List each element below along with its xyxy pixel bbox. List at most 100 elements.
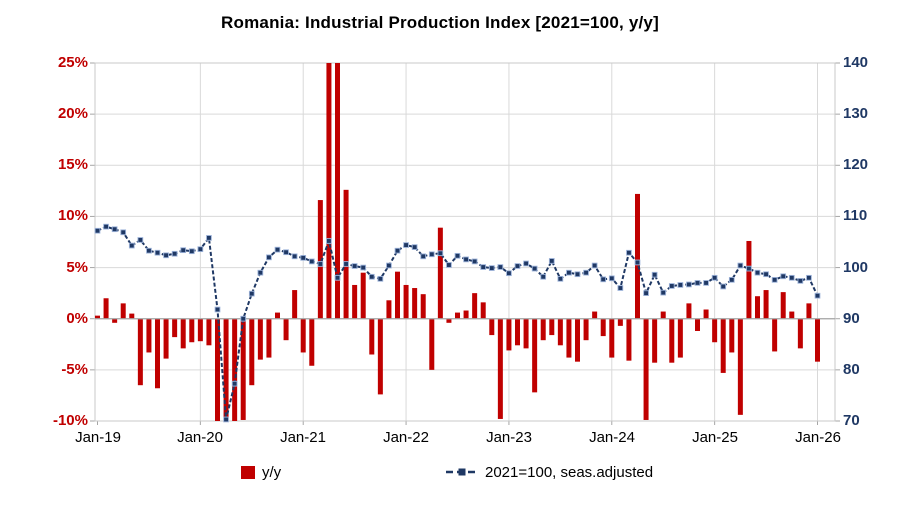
bar	[300, 318, 306, 353]
bar	[763, 290, 769, 319]
bar	[515, 318, 520, 346]
bar	[283, 318, 289, 341]
gridlines	[90, 62, 840, 425]
line-marker	[326, 238, 332, 244]
line-marker	[163, 252, 169, 259]
right-axis-tick: 140	[843, 54, 869, 71]
line-marker	[746, 265, 752, 272]
bar	[566, 318, 572, 358]
line-marker	[771, 276, 778, 283]
bar	[223, 318, 229, 421]
line-marker	[103, 223, 109, 230]
bar	[532, 318, 538, 393]
bar	[797, 318, 803, 349]
bar	[95, 315, 100, 319]
line-marker	[488, 265, 495, 271]
line-marker	[146, 247, 152, 254]
line-marker	[506, 270, 512, 277]
line-marker	[626, 249, 632, 256]
bar	[815, 318, 820, 362]
line-marker	[728, 276, 735, 283]
line-marker	[171, 250, 178, 257]
line-marker	[583, 269, 589, 276]
line-marker	[814, 292, 821, 299]
bar	[180, 318, 186, 349]
line-marker	[394, 247, 401, 254]
bar	[617, 318, 623, 326]
left-axis-tick: 10%	[57, 207, 88, 224]
line-marker	[137, 237, 144, 243]
line-marker	[223, 416, 229, 423]
left-axis-tick: 25%	[57, 54, 88, 71]
bar	[326, 63, 332, 319]
line-marker	[454, 252, 461, 259]
chart-legend: y/y 2021=100, seas.adjusted	[0, 460, 900, 484]
bar	[729, 318, 735, 353]
line-marker	[797, 278, 804, 284]
bar	[446, 318, 452, 323]
right-axis-tick: 110	[843, 207, 868, 224]
line-marker	[686, 281, 692, 288]
bar	[232, 318, 238, 421]
line-marker	[377, 275, 384, 282]
line-marker	[154, 249, 161, 256]
line-marker	[386, 262, 392, 269]
bar	[472, 293, 478, 319]
x-axis-tick: Jan-23	[486, 429, 532, 446]
bar	[635, 193, 640, 319]
bar	[275, 312, 280, 319]
bar	[215, 318, 220, 421]
line-marker	[308, 258, 315, 265]
line-marker	[420, 253, 427, 260]
bar	[643, 318, 649, 420]
bar	[266, 318, 272, 358]
line-marker	[300, 254, 307, 261]
bar	[155, 318, 160, 389]
chart-plot	[90, 62, 840, 425]
line-marker	[266, 254, 272, 261]
bar	[240, 318, 246, 420]
bar	[309, 318, 315, 366]
line-marker	[317, 261, 324, 267]
bar	[780, 292, 786, 319]
bar	[455, 312, 460, 319]
line-marker	[120, 229, 127, 236]
line-marker	[763, 271, 769, 278]
x-axis-tick: Jan-26	[795, 429, 841, 446]
bar	[129, 313, 135, 319]
right-axis-tick: 130	[843, 105, 869, 122]
line-marker	[720, 283, 727, 290]
line-marker	[240, 315, 247, 322]
line-marker	[437, 250, 444, 257]
line-marker	[548, 258, 555, 264]
bar	[660, 311, 666, 319]
line-marker	[677, 282, 684, 288]
line-marker	[403, 242, 409, 248]
bar	[720, 318, 726, 373]
bar	[317, 200, 323, 319]
bar	[609, 318, 615, 358]
line-marker	[651, 271, 658, 278]
line-marker	[737, 262, 744, 269]
line-marker	[180, 247, 187, 254]
line-swatch-icon	[446, 468, 478, 476]
legend-label-yy: y/y	[262, 463, 282, 481]
line-marker	[463, 256, 469, 263]
right-axis-tick: 90	[843, 310, 860, 327]
bar	[737, 318, 743, 415]
bar	[575, 318, 580, 362]
bar	[352, 284, 358, 319]
line-marker	[574, 271, 581, 278]
line-marker	[557, 275, 564, 282]
x-axis-tick: Jan-21	[280, 429, 326, 446]
left-axis-tick: -5%	[61, 361, 88, 378]
line-marker	[94, 227, 101, 234]
bar	[120, 303, 126, 319]
line-marker	[668, 283, 675, 289]
bar	[677, 318, 683, 358]
line-marker	[660, 289, 667, 296]
bar-series-yy	[95, 63, 820, 421]
bar	[600, 318, 606, 337]
bar	[712, 318, 718, 343]
line-marker	[643, 290, 649, 296]
